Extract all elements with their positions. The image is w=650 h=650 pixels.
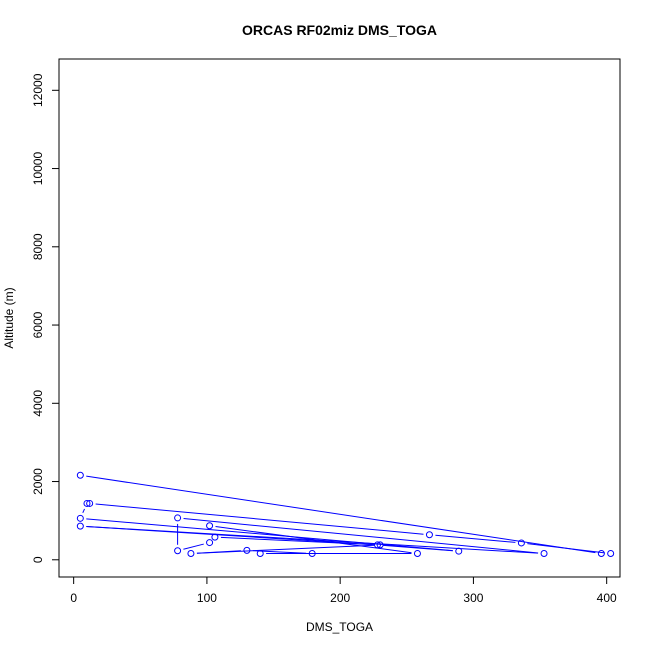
- plot-frame: [58, 58, 621, 578]
- series-segment: [220, 536, 375, 546]
- series-lines: [82, 475, 605, 555]
- chart-title: ORCAS RF02miz DMS_TOGA: [242, 22, 437, 38]
- series-segment: [95, 503, 424, 535]
- data-point: [86, 499, 94, 507]
- y-tick-label: 4000: [31, 390, 45, 417]
- y-tick-label: 0: [31, 556, 45, 563]
- data-point: [211, 533, 219, 541]
- data-point: [607, 550, 615, 558]
- data-point: [206, 522, 214, 530]
- y-tick-label: 10000: [31, 152, 45, 186]
- x-tick-label: 0: [70, 591, 77, 605]
- series-segment: [183, 543, 204, 550]
- data-point: [206, 539, 214, 547]
- x-tick-label: 300: [463, 591, 483, 605]
- data-point: [187, 550, 195, 558]
- series-segment: [527, 543, 605, 554]
- y-axis: 0 2000 4000 6000 8000 10000 12000: [31, 73, 60, 563]
- x-tick-label: 200: [330, 591, 350, 605]
- data-point: [373, 541, 381, 549]
- x-tick-label: 100: [197, 591, 217, 605]
- data-point: [76, 471, 84, 479]
- data-point: [376, 541, 384, 549]
- data-point: [597, 550, 605, 558]
- data-point: [76, 514, 84, 522]
- series-segment: [86, 475, 596, 554]
- data-point: [76, 522, 84, 530]
- series-segment: [196, 550, 241, 554]
- data-point: [540, 550, 548, 558]
- series-points: [76, 471, 615, 558]
- data-point: [256, 550, 264, 558]
- y-tick-label: 2000: [31, 468, 45, 495]
- series-segment: [183, 518, 539, 554]
- data-point: [174, 514, 182, 522]
- y-tick-label: 8000: [31, 233, 45, 260]
- series-segment: [82, 508, 85, 514]
- y-tick-label: 12000: [31, 73, 45, 107]
- data-point: [83, 499, 91, 507]
- x-axis: 0 100 200 300 400: [70, 576, 617, 605]
- series-segment: [383, 544, 453, 552]
- y-tick-label: 6000: [31, 311, 45, 338]
- data-point: [425, 531, 433, 539]
- data-point: [413, 550, 421, 558]
- y-axis-label: Altitude (m): [2, 287, 16, 348]
- x-tick-label: 400: [597, 591, 617, 605]
- x-axis-label: DMS_TOGA: [306, 620, 373, 634]
- data-point: [517, 539, 525, 547]
- series-segment: [215, 526, 412, 554]
- series-segment: [86, 518, 453, 552]
- data-point: [455, 547, 463, 555]
- data-point: [243, 546, 251, 554]
- series-segment: [435, 534, 516, 543]
- data-point: [308, 550, 316, 558]
- data-point: [174, 547, 182, 555]
